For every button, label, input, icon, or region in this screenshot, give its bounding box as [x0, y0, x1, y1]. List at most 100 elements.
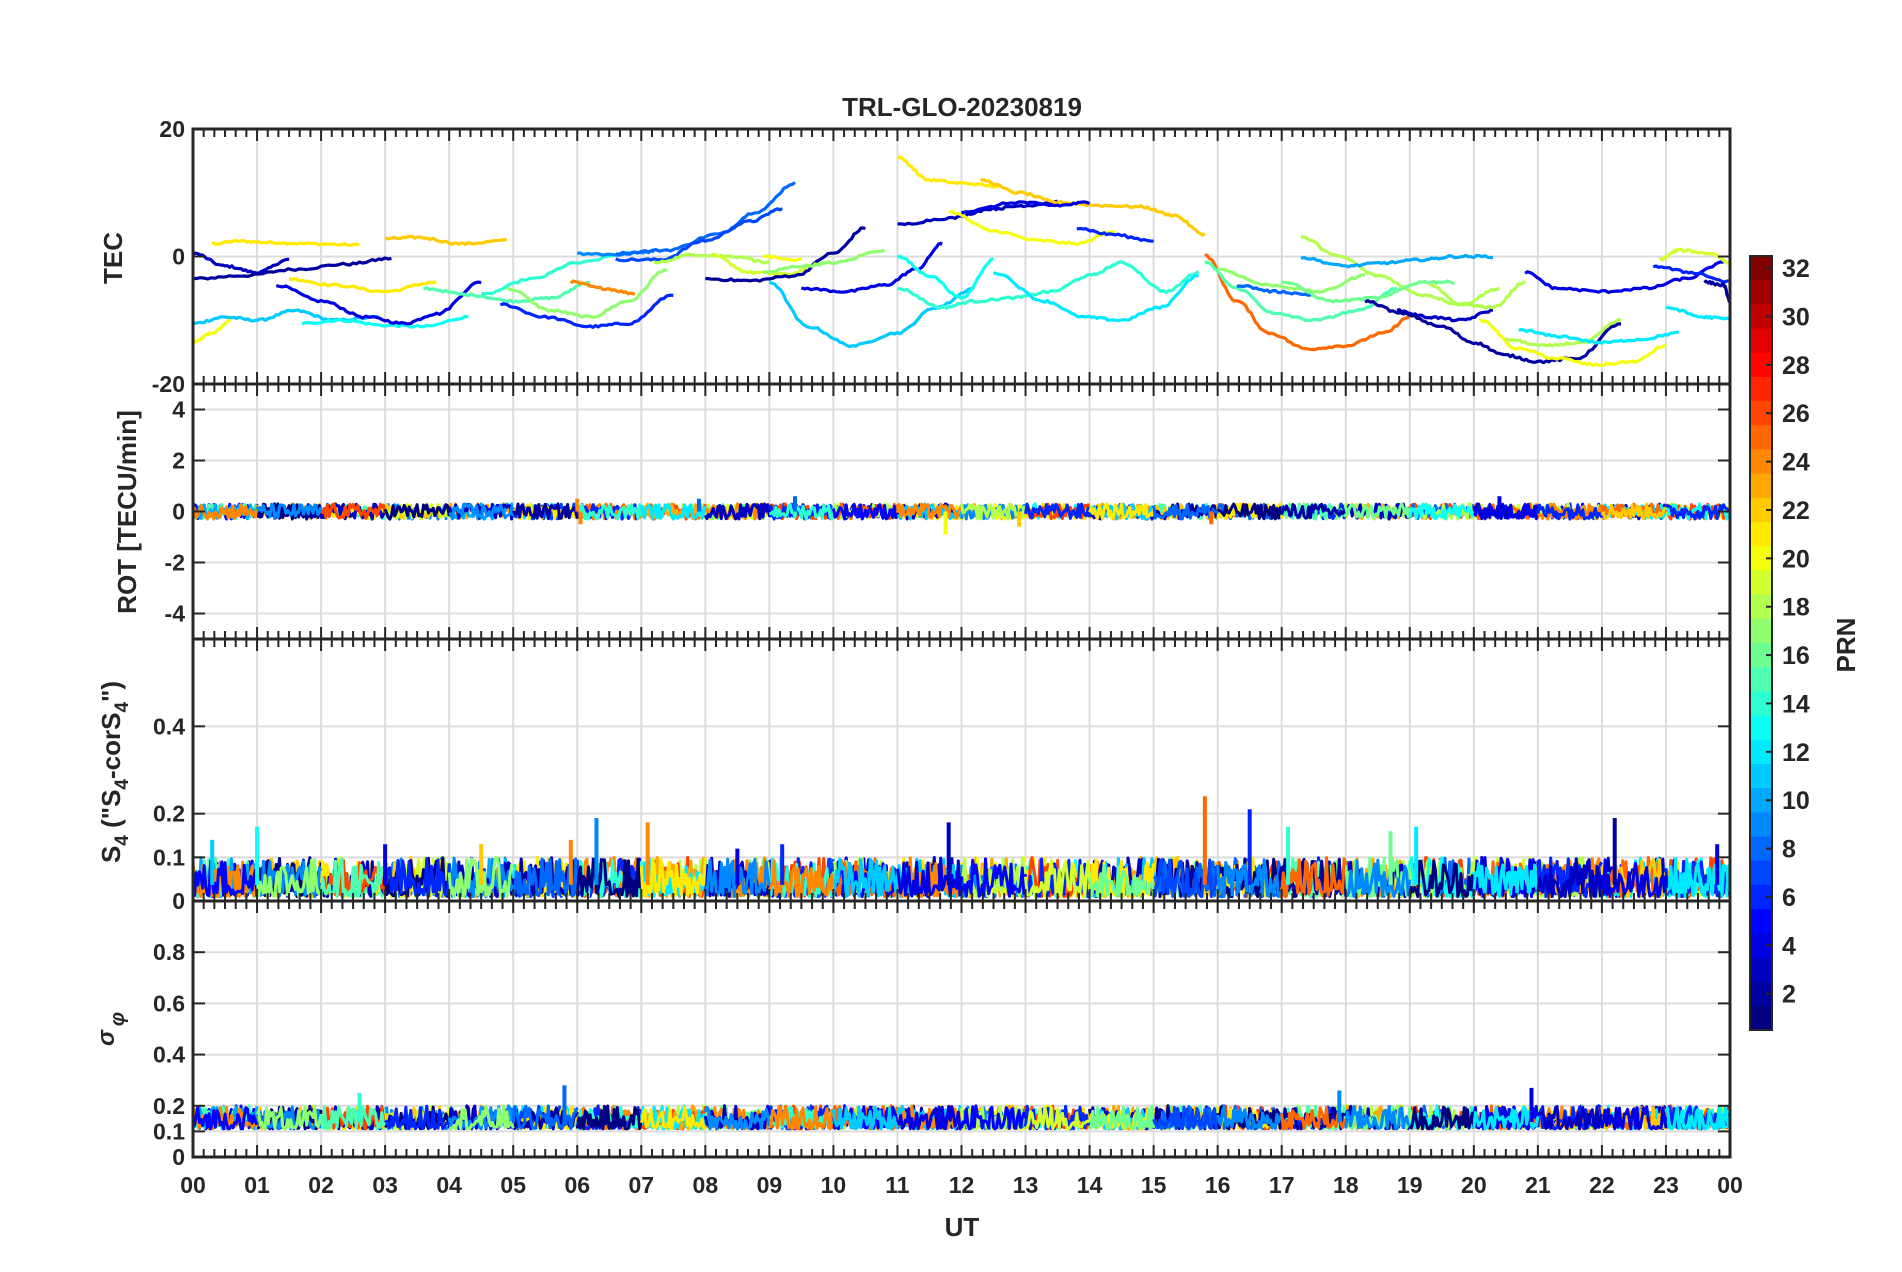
x-tick-label: 20 — [1461, 1172, 1487, 1198]
tec-ticks — [191, 127, 1732, 386]
tec-series — [193, 155, 1730, 368]
x-tick-label: 23 — [1653, 1172, 1679, 1198]
sigma-trace — [1216, 1104, 1284, 1131]
sigma-trace — [384, 1104, 450, 1131]
colorbar: 32 30 28 26 24 22 20 18 16 14 12 10 8 6 4 2 — [1749, 255, 1810, 1031]
x-tick-label: 21 — [1525, 1172, 1551, 1198]
colorbar-label: PRN — [1831, 618, 1861, 673]
s4-trace — [1088, 863, 1156, 898]
x-tick-label: 04 — [436, 1172, 462, 1198]
tec-prn-4-arc — [1524, 260, 1724, 294]
colorbar-segment — [1750, 618, 1772, 644]
x-tick-label: 01 — [244, 1172, 270, 1198]
colorbar-segment — [1750, 497, 1772, 523]
x-tick-label: 18 — [1333, 1172, 1359, 1198]
colorbar-tick-label: 14 — [1782, 690, 1810, 718]
colorbar-segment — [1750, 981, 1772, 1007]
y-tick-label: 0.4 — [153, 1042, 185, 1068]
tec-prn-20-arc — [193, 318, 233, 345]
colorbar-segment — [1750, 401, 1772, 426]
x-tick-label: 07 — [628, 1172, 654, 1198]
rot-ytick-labels: 4 2 0 -2 -4 — [165, 397, 186, 627]
s4-trace — [447, 855, 515, 899]
tec-panel: 20 0 -20 TEC — [98, 116, 1732, 397]
x-tick-label: 11 — [885, 1172, 910, 1198]
tec-prn-7-arc — [615, 207, 784, 263]
tec-prn-8-arc — [615, 181, 796, 256]
y-tick-label: 0 — [172, 499, 185, 525]
x-tick-label: 03 — [372, 1172, 398, 1198]
tec-prn-21-arc — [896, 155, 1001, 189]
sigma-trace — [960, 1104, 1027, 1131]
s4-trace — [639, 857, 707, 898]
tec-ylabel: TEC — [98, 232, 128, 284]
colorbar-segment — [1750, 836, 1772, 862]
tec-prn-4-arc — [961, 200, 1091, 215]
colorbar-segment — [1750, 860, 1772, 886]
sigma-ylabel: σφ — [93, 1012, 129, 1046]
x-tick-label: 14 — [1077, 1172, 1103, 1198]
sigma-trace — [1216, 1104, 1284, 1131]
y-tick-label: 0 — [172, 244, 185, 270]
y-tick-label: 0.1 — [153, 844, 185, 870]
tec-prn-19-arc — [1658, 247, 1730, 266]
y-tick-label: -2 — [165, 550, 185, 576]
sigma-ticks — [191, 899, 1732, 1159]
sigma-trace — [1280, 1105, 1348, 1131]
rot-trace — [769, 503, 835, 521]
colorbar-segment — [1750, 522, 1772, 547]
colorbar-segment — [1750, 256, 1772, 281]
x-tick-label: 06 — [564, 1172, 590, 1198]
y-tick-label: 0.1 — [153, 1118, 185, 1144]
rot-trace — [703, 502, 771, 521]
chart-title: TRL-GLO-20230819 — [842, 92, 1082, 122]
tec-prn-20-arc — [762, 254, 802, 262]
tec-prn-10-arc — [1300, 253, 1494, 269]
sigma-trace — [1537, 1105, 1604, 1131]
colorbar-segment — [1750, 884, 1772, 910]
colorbar-segment — [1750, 473, 1772, 499]
colorbar-tick-label: 4 — [1782, 932, 1796, 960]
y-tick-label: 4 — [172, 397, 185, 423]
sigma-trace — [896, 1104, 963, 1131]
x-tick-label: 13 — [1013, 1172, 1039, 1198]
s4-trace — [1472, 861, 1540, 899]
x-tick-label: 22 — [1589, 1172, 1615, 1198]
colorbar-segment — [1750, 328, 1772, 354]
colorbar-tick-label: 20 — [1782, 545, 1810, 573]
colorbar-segment — [1750, 280, 1772, 305]
tec-prn-2-arc — [705, 226, 866, 283]
colorbar-segment — [1750, 425, 1772, 450]
sigma-trace — [1152, 1105, 1219, 1131]
sigma-trace — [511, 1104, 579, 1131]
tec-prn-14-arc — [897, 260, 1200, 310]
tec-prn-15-arc — [423, 280, 591, 304]
rot-trace — [383, 503, 451, 521]
tec-prn-13-arc — [896, 254, 994, 300]
tec-prn-20-arc — [948, 209, 1116, 247]
colorbar-segment — [1750, 449, 1772, 475]
tec-prn-21-arc — [288, 276, 437, 294]
tec-prn-11-arc — [768, 280, 975, 349]
colorbar-segment — [1750, 352, 1772, 378]
tec-prn-3-arc — [193, 251, 290, 276]
y-tick-label: -4 — [165, 601, 186, 627]
sigma-trace — [1089, 1104, 1156, 1131]
rot-trace — [1280, 502, 1347, 520]
colorbar-segment — [1750, 788, 1772, 813]
rot-trace — [831, 503, 899, 521]
rot-trace — [1408, 502, 1476, 521]
rot-panel: 4 2 0 -2 -4 ROT [TECU/min] — [112, 382, 1732, 641]
colorbar-segment — [1750, 933, 1772, 958]
y-tick-label: 0.4 — [153, 713, 185, 739]
tec-grid — [192, 128, 1731, 385]
tec-prn-12-arc — [1665, 305, 1730, 322]
rot-trace — [576, 503, 643, 521]
s4-trace — [193, 859, 259, 898]
s4-trace — [1280, 856, 1348, 899]
s4-trace — [575, 857, 643, 899]
tec-prn-17-arc — [506, 267, 668, 319]
x-tick-label: 15 — [1141, 1172, 1167, 1198]
tec-prn-25-arc — [1204, 252, 1411, 352]
sigma-trace — [1344, 1105, 1411, 1131]
